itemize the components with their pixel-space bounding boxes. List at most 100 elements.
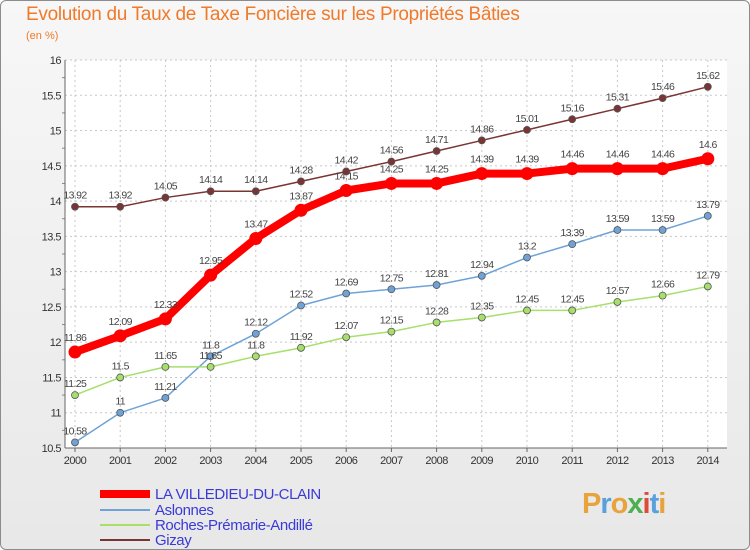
data-point	[206, 352, 215, 361]
data-label: 12.45	[515, 293, 539, 305]
data-point	[430, 176, 444, 190]
data-label: 14.39	[515, 154, 539, 166]
data-label: 15.31	[606, 92, 630, 104]
legend-swatch	[100, 524, 150, 526]
y-tick-label: 16	[50, 55, 62, 67]
y-tick-label: 12.5	[42, 302, 62, 314]
data-label: 14.46	[561, 149, 585, 161]
plot-area	[65, 60, 727, 448]
data-point	[251, 329, 260, 338]
data-point	[206, 187, 215, 196]
data-label: 12.94	[470, 259, 494, 271]
data-label: 14.56	[380, 145, 404, 157]
logo-letter: t	[649, 488, 660, 520]
unit-label: (en %)	[26, 30, 59, 42]
data-label: 14.28	[289, 164, 313, 176]
data-point	[158, 312, 172, 326]
data-label: 12.07	[335, 320, 359, 332]
data-point	[703, 82, 712, 91]
data-point	[206, 362, 215, 371]
y-tick-label: 11	[51, 408, 62, 420]
y-tick-label: 14	[50, 196, 62, 208]
data-label: 12.57	[606, 285, 630, 297]
legend-swatch	[100, 509, 150, 511]
logo-letter: i	[658, 488, 666, 520]
data-point	[613, 226, 622, 234]
x-tick-label: 2002	[154, 455, 177, 467]
legend-swatch	[100, 490, 150, 498]
data-point	[251, 352, 260, 361]
x-tick-label: 2012	[606, 455, 629, 467]
data-label: 13.39	[561, 227, 585, 239]
proxiti-logo: Proxiti	[582, 488, 666, 521]
data-point	[477, 313, 486, 322]
data-point	[342, 333, 351, 342]
data-point	[432, 318, 441, 327]
x-tick-label: 2013	[651, 455, 674, 467]
data-label: 15.16	[561, 102, 585, 114]
data-label: 12.79	[696, 269, 720, 281]
data-point	[384, 176, 398, 190]
y-tick-label: 12	[50, 337, 62, 349]
data-label: 14.42	[335, 154, 359, 166]
data-label: 14.46	[606, 149, 630, 161]
y-tick-label: 14.5	[42, 161, 62, 173]
y-tick-label: 10.5	[42, 443, 62, 455]
data-label: 11.8	[202, 339, 220, 351]
legend-item: Roches-Prémarie-Andillé	[100, 517, 420, 534]
data-point	[701, 152, 715, 166]
legend-label: LA VILLEDIEU-DU-CLAIN	[155, 485, 321, 503]
legend-label: Gizay	[155, 531, 192, 549]
data-label: 11.65	[154, 350, 177, 362]
data-label: 12.52	[289, 288, 313, 300]
data-label: 14.86	[470, 123, 494, 135]
logo-letter: o	[610, 488, 629, 520]
data-label: 12.45	[561, 293, 585, 305]
data-label: 14.14	[244, 174, 268, 186]
logo-letter: r	[600, 488, 611, 520]
data-label: 13.92	[63, 190, 87, 202]
x-tick-label: 2014	[697, 455, 720, 467]
data-label: 11.92	[290, 331, 313, 343]
data-point	[432, 281, 441, 289]
x-tick-label: 2007	[380, 455, 403, 467]
x-tick-label: 2001	[109, 455, 132, 467]
data-label: 12.75	[380, 272, 404, 284]
data-point	[161, 394, 170, 402]
data-label: 14.71	[425, 134, 449, 146]
data-label: 14.25	[380, 163, 404, 175]
data-point	[116, 202, 125, 211]
data-label: 12.28	[425, 305, 449, 317]
data-label: 12.12	[244, 317, 268, 329]
data-point	[387, 157, 396, 166]
data-point	[204, 268, 218, 282]
y-tick-label: 13	[50, 267, 62, 279]
data-point	[251, 187, 260, 196]
data-label: 14.25	[425, 163, 449, 175]
data-point	[387, 327, 396, 336]
data-label: 12.81	[425, 268, 449, 280]
data-label: 12.09	[109, 316, 133, 328]
x-tick-label: 2006	[335, 455, 358, 467]
data-point	[339, 184, 353, 198]
data-label: 14.05	[154, 181, 178, 193]
data-label: 13.79	[696, 199, 720, 211]
logo-letter: x	[627, 488, 643, 520]
data-point	[656, 162, 670, 176]
data-label: 12.95	[199, 255, 223, 267]
data-label: 14.46	[651, 149, 675, 161]
data-point	[477, 136, 486, 145]
data-label: 13.59	[606, 213, 630, 225]
data-point	[658, 94, 667, 102]
legend-label: Aslonnes	[155, 501, 214, 519]
y-tick-label: 13.5	[42, 231, 62, 243]
data-label: 13.92	[109, 190, 133, 202]
data-label: 13.2	[518, 241, 537, 253]
data-point	[432, 147, 441, 155]
data-point	[568, 306, 577, 315]
data-label: 10.58	[63, 425, 87, 437]
data-point	[523, 253, 531, 262]
data-point	[703, 212, 712, 220]
data-point	[71, 438, 79, 447]
data-point	[520, 167, 534, 181]
